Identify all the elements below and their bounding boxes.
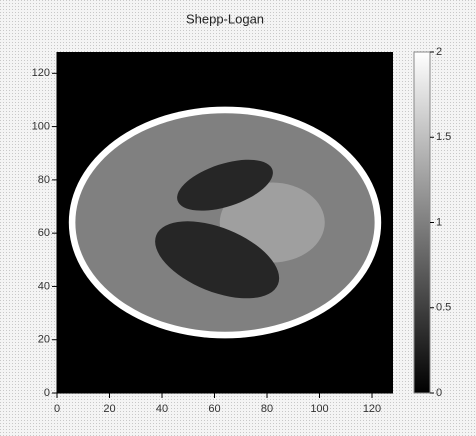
chart-title: Shepp-Logan <box>186 11 264 26</box>
colorbar <box>413 51 431 394</box>
image-area <box>57 52 393 393</box>
x-tick-label: 80 <box>261 403 273 415</box>
y-tick-label: 20 <box>38 334 50 346</box>
colorbar-tick-label: 0.5 <box>436 302 451 314</box>
y-tick-label: 120 <box>32 67 50 79</box>
phantom-ellipse <box>177 159 273 211</box>
y-tick-label: 60 <box>38 227 50 239</box>
y-tick-label: 0 <box>44 387 50 399</box>
x-tick-label: 20 <box>103 403 115 415</box>
y-tick-label: 100 <box>32 121 50 133</box>
colorbar-tick-label: 2 <box>436 46 442 58</box>
x-tick-label: 0 <box>54 403 60 415</box>
x-tick-label: 100 <box>310 403 328 415</box>
x-tick-label: 60 <box>208 403 220 415</box>
colorbar-tick-label: 1 <box>436 216 442 228</box>
phantom-ellipse <box>155 221 280 299</box>
colorbar-tick-label: 1.5 <box>436 131 451 143</box>
y-tick-label: 80 <box>38 174 50 186</box>
colorbar-tick-label: 0 <box>436 387 442 399</box>
x-tick-label: 120 <box>363 403 381 415</box>
y-tick-label: 40 <box>38 280 50 292</box>
x-tick-label: 40 <box>156 403 168 415</box>
